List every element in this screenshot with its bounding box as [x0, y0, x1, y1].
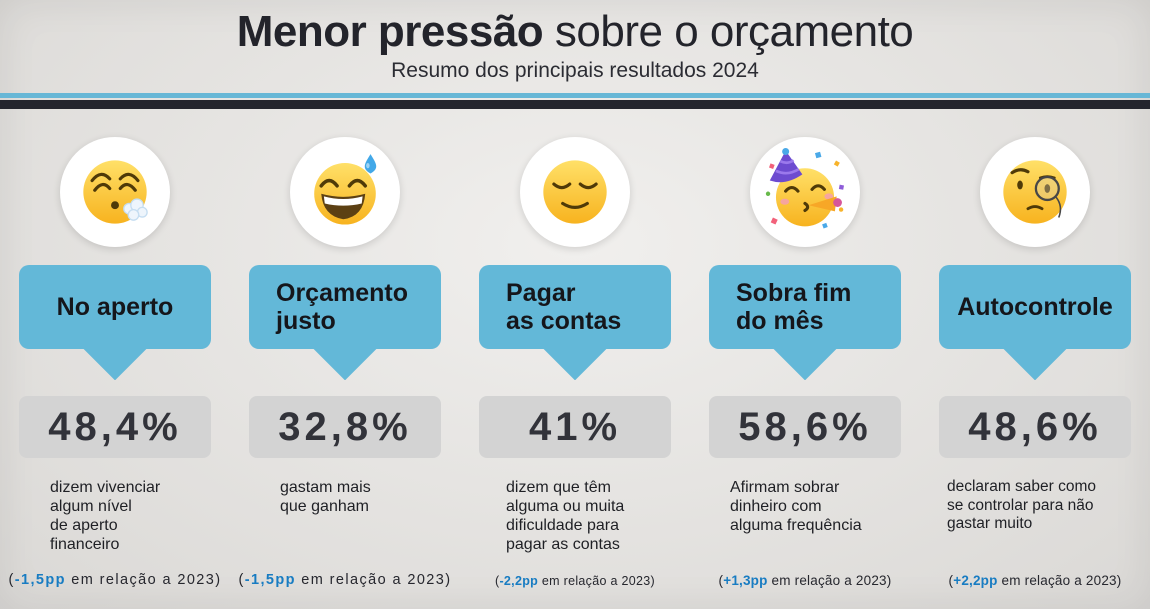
relieved-face-icon	[543, 160, 607, 225]
divider-dark-line	[0, 100, 1150, 110]
bubble-pointer	[1002, 347, 1068, 381]
delta-value: +2,2pp	[953, 573, 998, 589]
bubble-pointer	[542, 347, 608, 381]
emoji-circle	[520, 137, 630, 248]
delta-open: (	[948, 573, 954, 589]
page-subtitle: Resumo dos principais resultados 2024	[391, 59, 759, 83]
delta-footnote: (-2,2pp em relação a 2023)	[495, 574, 655, 588]
delta-footnote: (+2,2pp em relação a 2023)	[949, 573, 1122, 588]
stat-card-pagar-as-contas: Pagar as contas 41% dizem que têm alguma…	[460, 137, 690, 602]
stat-card-sobra-fim-do-mes: Sobra fim do mês 58,6% Afirmam sobrar di…	[690, 137, 920, 602]
stat-card-autocontrole: Autocontrole 48,6% declaram saber como s…	[920, 137, 1150, 602]
delta-value: -2,2pp	[499, 574, 539, 589]
stat-value: 48,4%	[19, 396, 211, 459]
delta-open: (	[495, 574, 500, 589]
face-with-monocle-icon	[1003, 160, 1067, 225]
delta-open: (	[8, 572, 15, 589]
delta-value: -1,5pp	[14, 572, 66, 589]
stat-description: gastam mais que ganham	[280, 479, 371, 516]
delta-footnote: (+1,3pp em relação a 2023)	[719, 573, 892, 588]
stat-description: Afirmam sobrar dinheiro com alguma frequ…	[730, 479, 862, 535]
stat-value: 58,6%	[709, 396, 901, 459]
delta-rest: em relação a 2023)	[997, 573, 1122, 589]
stat-description: declaram saber como se controlar para nã…	[947, 478, 1097, 533]
emoji-circle	[750, 137, 860, 248]
stat-card-no-aperto: No aperto 48,4% dizem vivenciar algum ní…	[0, 137, 230, 602]
delta-rest: em relação a 2023)	[538, 574, 655, 589]
bubble-pointer	[312, 347, 378, 381]
stat-description: dizem que têm alguma ou muita dificuldad…	[506, 479, 625, 554]
stat-value: 48,6%	[939, 396, 1131, 459]
stats-row: No aperto 48,4% dizem vivenciar algum ní…	[0, 137, 1150, 602]
bubble-pointer	[82, 347, 148, 381]
delta-open: (	[238, 572, 245, 589]
delta-rest: em relação a 2023)	[295, 572, 452, 589]
page-title-light: sobre o orçamento	[543, 7, 914, 56]
label-bubble: No aperto	[19, 265, 211, 350]
delta-footnote: (-1,5pp em relação a 2023)	[239, 572, 452, 588]
partying-face-icon	[765, 148, 844, 229]
delta-footnote: (-1,5pp em relação a 2023)	[9, 572, 222, 588]
stat-label: Sobra fim do mês	[736, 279, 852, 336]
stat-label: Pagar as contas	[506, 279, 622, 336]
stat-card-orcamento-justo: Orçamento justo 32,8% gastam mais que ga…	[230, 137, 460, 602]
emoji-circle	[980, 137, 1090, 248]
stat-label: Autocontrole	[957, 293, 1113, 322]
header: Menor pressão sobre o orçamento Resumo d…	[0, 0, 1150, 110]
stat-value: 32,8%	[249, 396, 441, 459]
stat-label: No aperto	[56, 293, 174, 322]
emoji-circle	[290, 137, 400, 248]
divider-blue-line	[0, 93, 1150, 99]
page-title: Menor pressão sobre o orçamento	[0, 7, 1150, 56]
exhaling-face-icon	[83, 160, 148, 225]
label-bubble: Sobra fim do mês	[709, 265, 901, 350]
grinning-face-with-sweat-icon	[314, 154, 377, 225]
page-title-strong: Menor pressão	[236, 7, 544, 56]
stat-value: 41%	[479, 396, 671, 459]
delta-value: -1,5pp	[244, 572, 296, 589]
label-bubble: Orçamento justo	[249, 265, 441, 350]
delta-rest: em relação a 2023)	[65, 572, 222, 589]
delta-rest: em relação a 2023)	[767, 573, 892, 589]
stat-label: Orçamento justo	[276, 279, 408, 336]
label-bubble: Pagar as contas	[479, 265, 671, 350]
bubble-pointer	[772, 347, 838, 381]
emoji-circle	[60, 137, 170, 248]
delta-open: (	[718, 573, 724, 589]
delta-value: +1,3pp	[723, 573, 768, 589]
label-bubble: Autocontrole	[939, 265, 1131, 350]
stat-description: dizem vivenciar algum nível de aperto fi…	[50, 479, 161, 554]
